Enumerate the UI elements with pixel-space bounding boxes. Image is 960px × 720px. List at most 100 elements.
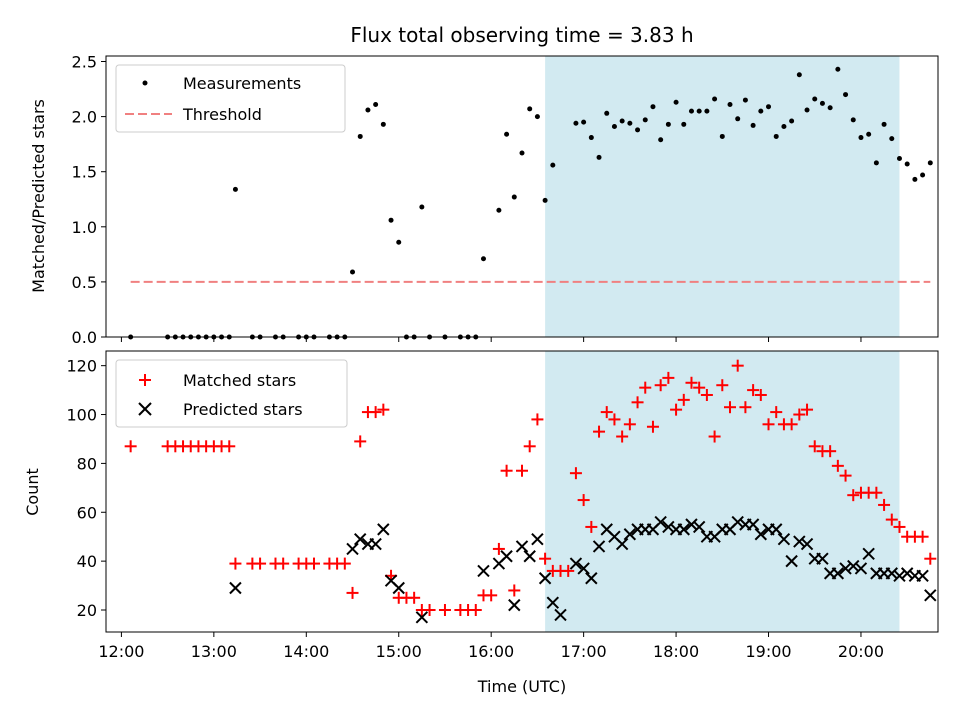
top-panel: 0.0 0.5 1.0 1.5 2.0 2.5 Matched/Predicted sta…: [29, 53, 939, 347]
x-tick-label: 16:00: [468, 642, 514, 661]
matched-star-point: [124, 440, 137, 453]
predicted-star-point: [577, 562, 590, 575]
matched-star-point: [508, 584, 521, 597]
predicted-star-point: [662, 520, 675, 534]
predicted-star-point: [831, 567, 845, 580]
predicted-star-mark-b: [538, 572, 552, 585]
measurement-point: [550, 162, 556, 168]
y-tick-label: 1.5: [72, 163, 97, 182]
measurement-point: [665, 121, 671, 127]
bottom-legend-box: [115, 359, 348, 428]
predicted-star-mark-b: [893, 569, 906, 583]
matched-star-point: [747, 384, 760, 397]
predicted-star-point: [924, 589, 937, 602]
matched-star-point: [878, 498, 891, 511]
predicted-star-mark-b: [600, 523, 613, 536]
predicted-star-point: [531, 532, 544, 546]
predicted-star-mark-b: [354, 532, 367, 546]
matched-star-point: [608, 413, 621, 426]
threshold-legend-label: Threshold: [182, 105, 262, 124]
predicted-star-mark-b: [692, 520, 706, 534]
predicted-star-point: [754, 528, 768, 541]
measurements-series: [128, 66, 933, 340]
predicted-star-point: [615, 537, 629, 551]
predicted-star-point: [377, 523, 390, 536]
matched-star-point: [523, 440, 536, 453]
x-axis-label: Time (UTC): [477, 677, 566, 696]
measurements-legend-label: Measurements: [183, 74, 301, 93]
top-y-axis-label: Matched/Predicted stars: [29, 99, 48, 293]
matched-star-point: [893, 520, 906, 533]
measurement-point: [812, 96, 818, 102]
matched-star-point: [731, 359, 744, 372]
matched-star-point: [531, 413, 544, 426]
matched-star-point: [924, 552, 937, 565]
predicted-star-point: [793, 535, 806, 548]
y-tick-label: 2.0: [72, 108, 97, 127]
measurement-point: [773, 133, 779, 139]
predicted-star-point: [847, 559, 860, 573]
chart-title: Flux total observing time = 3.83 h: [350, 23, 693, 47]
predicted-star-mark-b: [515, 540, 529, 553]
predicted-star-mark-b: [770, 523, 783, 536]
predicted-star-point: [785, 554, 798, 568]
measurement-point: [789, 118, 795, 124]
predicted-star-mark-b: [585, 572, 598, 585]
matched-star-point: [885, 513, 898, 526]
matched-star-point: [485, 589, 498, 602]
measurement-point: [688, 108, 694, 114]
predicted-star-point: [623, 528, 637, 541]
predicted-star-point: [916, 569, 929, 583]
matched-star-point: [639, 381, 652, 394]
measurement-point: [766, 104, 772, 110]
predicted-star-point: [500, 550, 513, 563]
predicted-star-point: [392, 581, 405, 595]
y-tick-label: 120: [66, 357, 97, 376]
x-tick-label: 19:00: [745, 642, 791, 661]
matched-star-point: [346, 586, 359, 599]
y-tick-label: 0.5: [72, 273, 97, 292]
x-tick-label: 12:00: [98, 642, 144, 661]
measurement-point: [889, 136, 895, 142]
top-legend: Measurements Threshold: [115, 64, 346, 133]
matched-star-point: [585, 520, 598, 533]
predicted-star-mark-b: [477, 564, 490, 578]
predicted-star-point: [746, 518, 760, 531]
bottom-y-axis-label: Count: [23, 468, 42, 516]
matched-star-point: [223, 440, 236, 453]
top-y-ticks: 0.0 0.5 1.0 1.5 2.0 2.5: [72, 53, 106, 347]
predicted-star-point: [677, 523, 690, 536]
measurement-point: [232, 186, 238, 192]
measurement-point: [719, 133, 725, 139]
matched-star-point: [662, 371, 675, 384]
predicted-star-mark-b: [847, 559, 860, 573]
measurement-point: [850, 117, 856, 123]
measurement-point: [619, 118, 625, 124]
predicted-star-mark-b: [731, 515, 744, 529]
matched-star-point: [354, 435, 367, 448]
measurement-point: [388, 217, 394, 223]
matched-star-point: [423, 604, 436, 617]
matched-star-point: [569, 467, 582, 480]
matched-star-point: [516, 464, 528, 477]
x-tick-label: 18:00: [653, 642, 699, 661]
y-tick-label: 20: [77, 601, 97, 620]
bottom-x-ticks: 12:00 13:00 14:00 15:00 16:00 17:00 18:00 19:00…: [98, 632, 884, 661]
measurement-point: [534, 114, 540, 120]
predicted-star-mark-b: [569, 557, 583, 570]
measurement-point: [519, 150, 525, 156]
measurement-point: [843, 92, 849, 98]
predicted-star-mark-b: [577, 562, 590, 575]
predicted-star-point: [538, 572, 552, 585]
predicted-star-point: [893, 569, 906, 583]
measurement-point: [658, 137, 664, 143]
measurement-point: [681, 121, 687, 127]
matched-star-point: [646, 420, 659, 433]
predicted-star-mark-b: [615, 537, 629, 551]
measurement-point: [596, 154, 602, 160]
y-tick-label: 1.0: [72, 218, 97, 237]
measurement-point: [611, 124, 617, 130]
matched-star-point: [916, 530, 929, 543]
measurement-point: [858, 135, 864, 141]
predicted-star-mark-b: [754, 528, 768, 541]
